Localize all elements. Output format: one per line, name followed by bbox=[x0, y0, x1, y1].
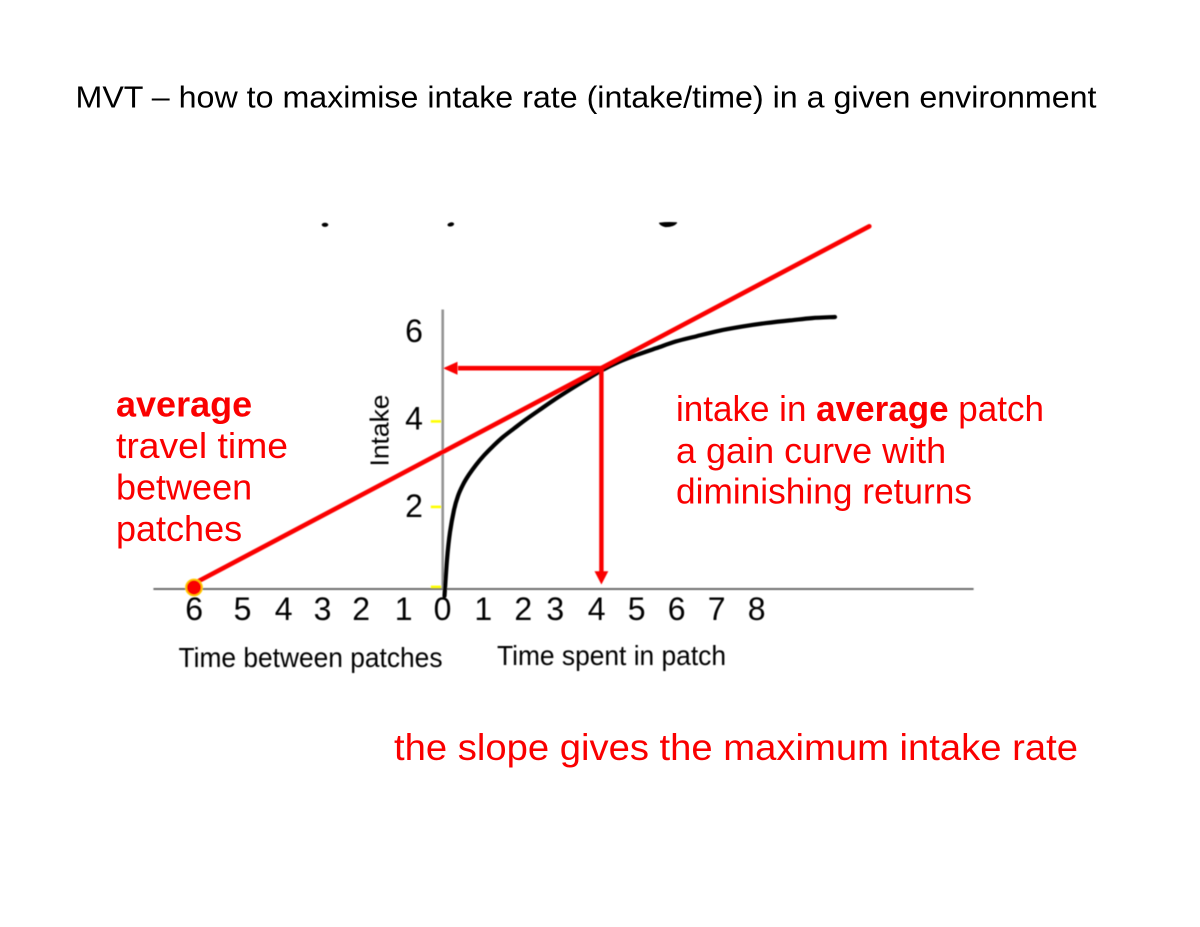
svg-text:7: 7 bbox=[708, 591, 726, 627]
svg-text:3: 3 bbox=[546, 591, 564, 627]
svg-text:0: 0 bbox=[434, 591, 452, 627]
svg-text:4: 4 bbox=[405, 401, 423, 437]
svg-text:3: 3 bbox=[314, 591, 332, 627]
svg-text:Time spent in patch: Time spent in patch bbox=[497, 640, 726, 671]
svg-text:6: 6 bbox=[668, 591, 686, 627]
svg-text:4: 4 bbox=[588, 591, 606, 627]
svg-text:4: 4 bbox=[275, 591, 293, 627]
svg-text:6: 6 bbox=[405, 313, 423, 349]
svg-text:2: 2 bbox=[352, 591, 370, 627]
svg-text:intake in average patch: intake in average patch bbox=[676, 388, 1044, 429]
svg-text:Time between patches: Time between patches bbox=[179, 642, 443, 673]
svg-text:5: 5 bbox=[234, 591, 252, 627]
svg-text:MVT – how to maximise intake r: MVT – how to maximise intake rate (intak… bbox=[76, 80, 1097, 115]
svg-text:5: 5 bbox=[628, 591, 646, 627]
svg-text:patches: patches bbox=[116, 508, 242, 549]
svg-text:average: average bbox=[116, 384, 252, 425]
svg-text:travel time: travel time bbox=[116, 425, 288, 466]
svg-text:between: between bbox=[116, 467, 252, 508]
svg-text:2: 2 bbox=[405, 488, 423, 524]
svg-text:Intake: Intake bbox=[365, 395, 395, 467]
svg-text:a gain curve with: a gain curve with bbox=[676, 430, 946, 471]
svg-text:6: 6 bbox=[185, 591, 203, 627]
svg-text:the slope gives the maximum in: the slope gives the maximum intake rate bbox=[394, 727, 1078, 768]
svg-text:2: 2 bbox=[514, 591, 532, 627]
svg-text:1: 1 bbox=[474, 591, 492, 627]
svg-text:8: 8 bbox=[748, 591, 766, 627]
svg-text:1: 1 bbox=[395, 591, 413, 627]
svg-text:diminishing returns: diminishing returns bbox=[676, 471, 972, 512]
